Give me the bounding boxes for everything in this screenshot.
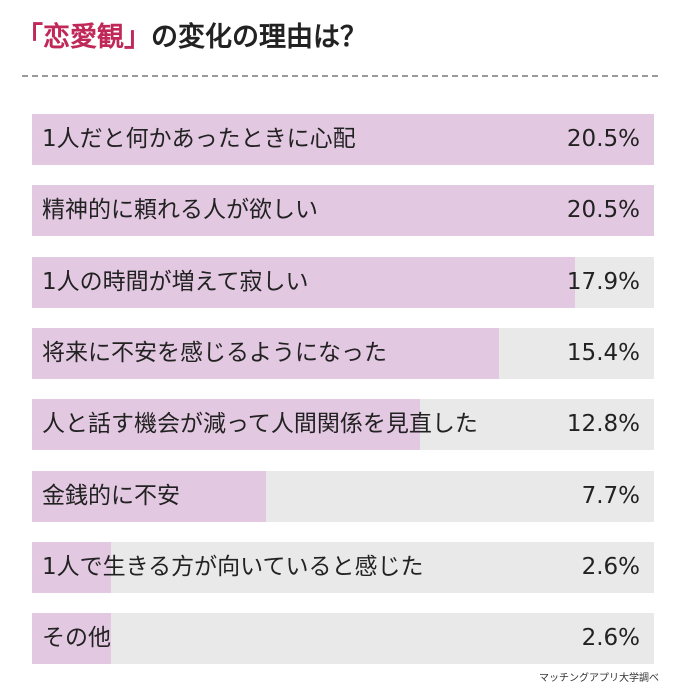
- category-label: 人と話す機会が減って人間関係を見直した: [42, 411, 478, 437]
- bar: [32, 185, 654, 236]
- bar: [32, 328, 499, 379]
- data-label: 2.6%: [581, 625, 640, 651]
- category-label: 精神的に頼れる人が欲しい: [42, 197, 318, 223]
- title-accent: 恋愛観: [43, 22, 124, 53]
- bar-row: 精神的に頼れる人が欲しい 20.5%: [32, 185, 654, 236]
- data-label: 15.4%: [566, 340, 640, 366]
- category-label: 1人だと何かあったときに心配: [42, 126, 356, 152]
- data-label: 17.9%: [566, 269, 640, 295]
- category-label: その他: [42, 625, 111, 651]
- bar-row: 1人の時間が増えて寂しい 17.9%: [32, 257, 654, 308]
- category-label: 金銭的に不安: [42, 483, 180, 509]
- chart-title: 「恋愛観」の変化の理由は？: [16, 18, 367, 58]
- bar-row: 将来に不安を感じるようになった 15.4%: [32, 328, 654, 379]
- bar-row: 金銭的に不安 7.7%: [32, 471, 654, 522]
- data-label: 7.7%: [581, 483, 640, 509]
- bar-row: その他 2.6%: [32, 613, 654, 664]
- bar: [32, 613, 111, 664]
- title-bracket-open: 「: [16, 22, 43, 53]
- category-label: 将来に不安を感じるようになった: [42, 340, 387, 366]
- data-label: 12.8%: [566, 411, 640, 437]
- bar: [32, 257, 575, 308]
- bar-row: 1人だと何かあったときに心配 20.5%: [32, 114, 654, 165]
- category-label: 1人で生きる方が向いていると感じた: [42, 554, 424, 580]
- bar: [32, 471, 266, 522]
- category-label: 1人の時間が増えて寂しい: [42, 269, 309, 295]
- bar-row: 1人で生きる方が向いていると感じた 2.6%: [32, 542, 654, 593]
- bar: [32, 399, 420, 450]
- source-note: マッチングアプリ大学調べ: [539, 673, 659, 684]
- data-label: 20.5%: [566, 197, 640, 223]
- data-label: 2.6%: [581, 554, 640, 580]
- bar-row: 人と話す機会が減って人間関係を見直した 12.8%: [32, 399, 654, 450]
- title-rest: の変化の理由は？: [151, 22, 367, 53]
- title-bracket-close: 」: [124, 22, 151, 53]
- dashed-divider: [22, 75, 658, 77]
- bar: [32, 542, 111, 593]
- bar: [32, 114, 654, 165]
- data-label: 20.5%: [566, 126, 640, 152]
